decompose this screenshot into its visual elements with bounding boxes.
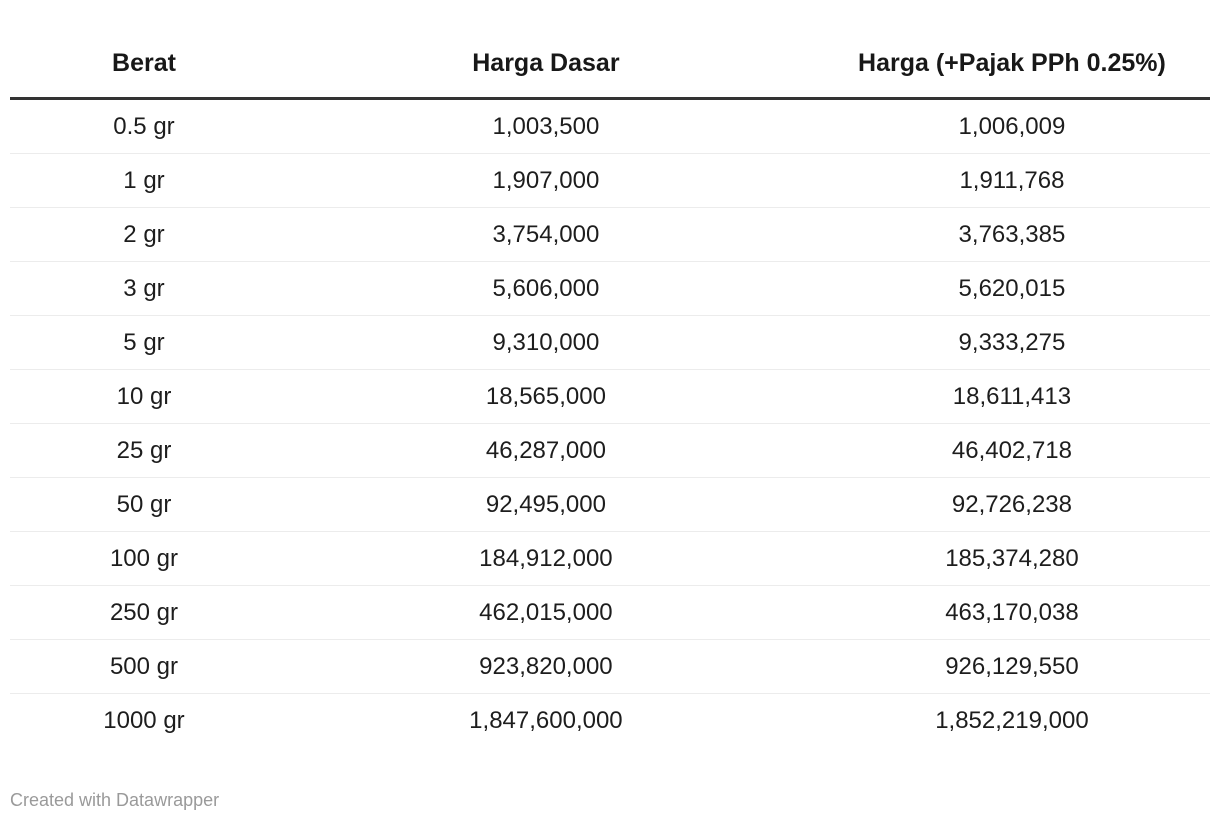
cell-harga-dasar: 1,907,000: [277, 153, 814, 208]
cell-harga-pajak: 9,333,275: [813, 315, 1210, 370]
cell-berat: 50 gr: [10, 477, 278, 532]
table-row: 10 gr 18,565,000 18,611,413: [10, 369, 1210, 424]
column-header-harga-dasar: Harga Dasar: [277, 36, 814, 100]
cell-harga-dasar: 1,003,500: [277, 98, 814, 154]
cell-berat: 100 gr: [10, 531, 278, 586]
table-row: 2 gr 3,754,000 3,763,385: [10, 207, 1210, 262]
cell-harga-dasar: 18,565,000: [277, 369, 814, 424]
cell-berat: 5 gr: [10, 315, 278, 370]
table-body: 0.5 gr 1,003,500 1,006,009 1 gr 1,907,000 1,9…: [10, 98, 1210, 748]
table-row: 250 gr 462,015,000 463,170,038: [10, 585, 1210, 640]
table-row: 500 gr 923,820,000 926,129,550: [10, 639, 1210, 694]
cell-berat: 250 gr: [10, 585, 278, 640]
table-row: 5 gr 9,310,000 9,333,275: [10, 315, 1210, 370]
cell-harga-pajak: 1,852,219,000: [935, 707, 1089, 734]
cell-berat: 2 gr: [10, 207, 278, 262]
column-header-berat: Berat: [10, 36, 278, 100]
cell-harga-pajak: 1,911,768: [813, 153, 1210, 208]
cell-harga-dasar: 923,820,000: [277, 639, 814, 694]
cell-berat: 25 gr: [10, 423, 278, 478]
cell-harga-pajak: 3,763,385: [813, 207, 1210, 262]
cell-harga-pajak: 926,129,550: [813, 639, 1210, 694]
cell-harga-dasar: 184,912,000: [277, 531, 814, 586]
table-header: Berat Harga Dasar Harga (+Pajak PPh 0.25…: [10, 36, 1210, 100]
table-row: 25 gr 46,287,000 46,402,718: [10, 423, 1210, 478]
table-row: 0.5 gr 1,003,500 1,006,009: [10, 98, 1210, 154]
cell-harga-dasar: 5,606,000: [277, 261, 814, 316]
table-row: 1000 gr 1,847,600,000 1,852,219,000: [10, 694, 1210, 748]
cell-harga-pajak: 185,374,280: [813, 531, 1210, 586]
cell-berat: 500 gr: [10, 639, 278, 694]
cell-berat: 0.5 gr: [10, 98, 278, 154]
cell-harga-pajak: 92,726,238: [813, 477, 1210, 532]
cell-berat: 3 gr: [10, 261, 278, 316]
cell-harga-pajak: 18,611,413: [813, 369, 1210, 424]
cell-harga-dasar: 462,015,000: [277, 585, 814, 640]
header-row: Berat Harga Dasar Harga (+Pajak PPh 0.25…: [10, 36, 1210, 100]
table-row: 100 gr 184,912,000 185,374,280: [10, 531, 1210, 586]
cell-harga-dasar: 1,847,600,000: [469, 707, 623, 734]
cell-harga-pajak: 46,402,718: [813, 423, 1210, 478]
datawrapper-credit-link[interactable]: Created with Datawrapper: [10, 790, 220, 810]
cell-berat: 10 gr: [10, 369, 278, 424]
table-row: 50 gr 92,495,000 92,726,238: [10, 477, 1210, 532]
cell-berat: 1 gr: [10, 153, 278, 208]
cell-harga-dasar: 3,754,000: [277, 207, 814, 262]
cell-harga-pajak: 463,170,038: [813, 585, 1210, 640]
cell-harga-dasar: 9,310,000: [277, 315, 814, 370]
cell-harga-dasar: 92,495,000: [277, 477, 814, 532]
table-row: 3 gr 5,606,000 5,620,015: [10, 261, 1210, 316]
table-row: 1 gr 1,907,000 1,911,768: [10, 153, 1210, 208]
cell-harga-pajak: 5,620,015: [813, 261, 1210, 316]
cell-harga-pajak: 1,006,009: [813, 98, 1210, 154]
column-header-harga-pajak: Harga (+Pajak PPh 0.25%): [813, 36, 1210, 100]
attribution-footer: Created with Datawrapper: [10, 790, 1210, 811]
cell-harga-dasar: 46,287,000: [277, 423, 814, 478]
price-table: Berat Harga Dasar Harga (+Pajak PPh 0.25…: [10, 36, 1210, 747]
cell-berat: 1000 gr: [103, 707, 185, 734]
